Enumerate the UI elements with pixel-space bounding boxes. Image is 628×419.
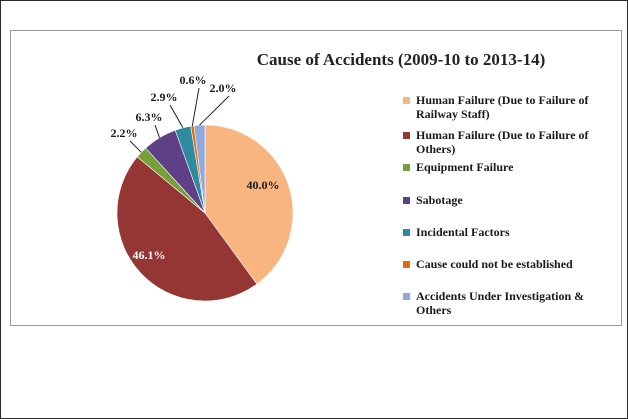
pie-slices	[116, 124, 294, 302]
legend-swatch	[403, 164, 410, 171]
legend-swatch	[403, 132, 410, 139]
leader-line	[199, 95, 230, 126]
legend-entry: Human Failure (Due to Failure of Others)	[416, 128, 590, 156]
legend: Human Failure (Due to Failure of Railway …	[403, 93, 590, 317]
data-label: 2.9%	[151, 90, 178, 104]
legend-swatch	[403, 197, 410, 204]
legend-entry: Human Failure (Due to Failure of Railway …	[416, 93, 590, 121]
legend-entry: Accidents Under Investigation & Others	[416, 289, 584, 317]
data-label: 46.1%	[133, 248, 166, 262]
data-label: 2.2%	[111, 126, 138, 140]
data-label: 40.0%	[247, 178, 280, 192]
legend-entry: Equipment Failure	[416, 160, 514, 174]
leader-line	[129, 140, 142, 153]
legend-swatch	[403, 261, 410, 268]
legend-swatch	[403, 293, 410, 300]
data-label: 2.0%	[210, 81, 237, 95]
legend-entry: Sabotage	[416, 193, 463, 207]
data-label: 0.6%	[180, 73, 207, 87]
leader-line	[191, 87, 200, 126]
legend-entry: Cause could not be established	[416, 257, 573, 271]
data-labels: 40.0% 46.1% 2.2% 6.3% 2.9%0.6%2.0%	[111, 73, 280, 262]
leader-line	[154, 124, 160, 138]
pie-slice	[116, 156, 258, 302]
pie-chart: Cause of Accidents (2009-10 to 2013-14) …	[111, 50, 590, 317]
legend-swatch	[403, 229, 410, 236]
leader-line	[169, 104, 184, 129]
leader-lines	[129, 87, 230, 153]
data-label: 6.3%	[136, 110, 163, 124]
pie-slice	[204, 124, 294, 285]
chart-area: Cause of Accidents (2009-10 to 2013-14) …	[10, 30, 622, 326]
legend-swatch	[403, 97, 410, 104]
legend-entry: Incidental Factors	[416, 225, 510, 239]
chart-title: Cause of Accidents (2009-10 to 2013-14)	[257, 50, 546, 69]
